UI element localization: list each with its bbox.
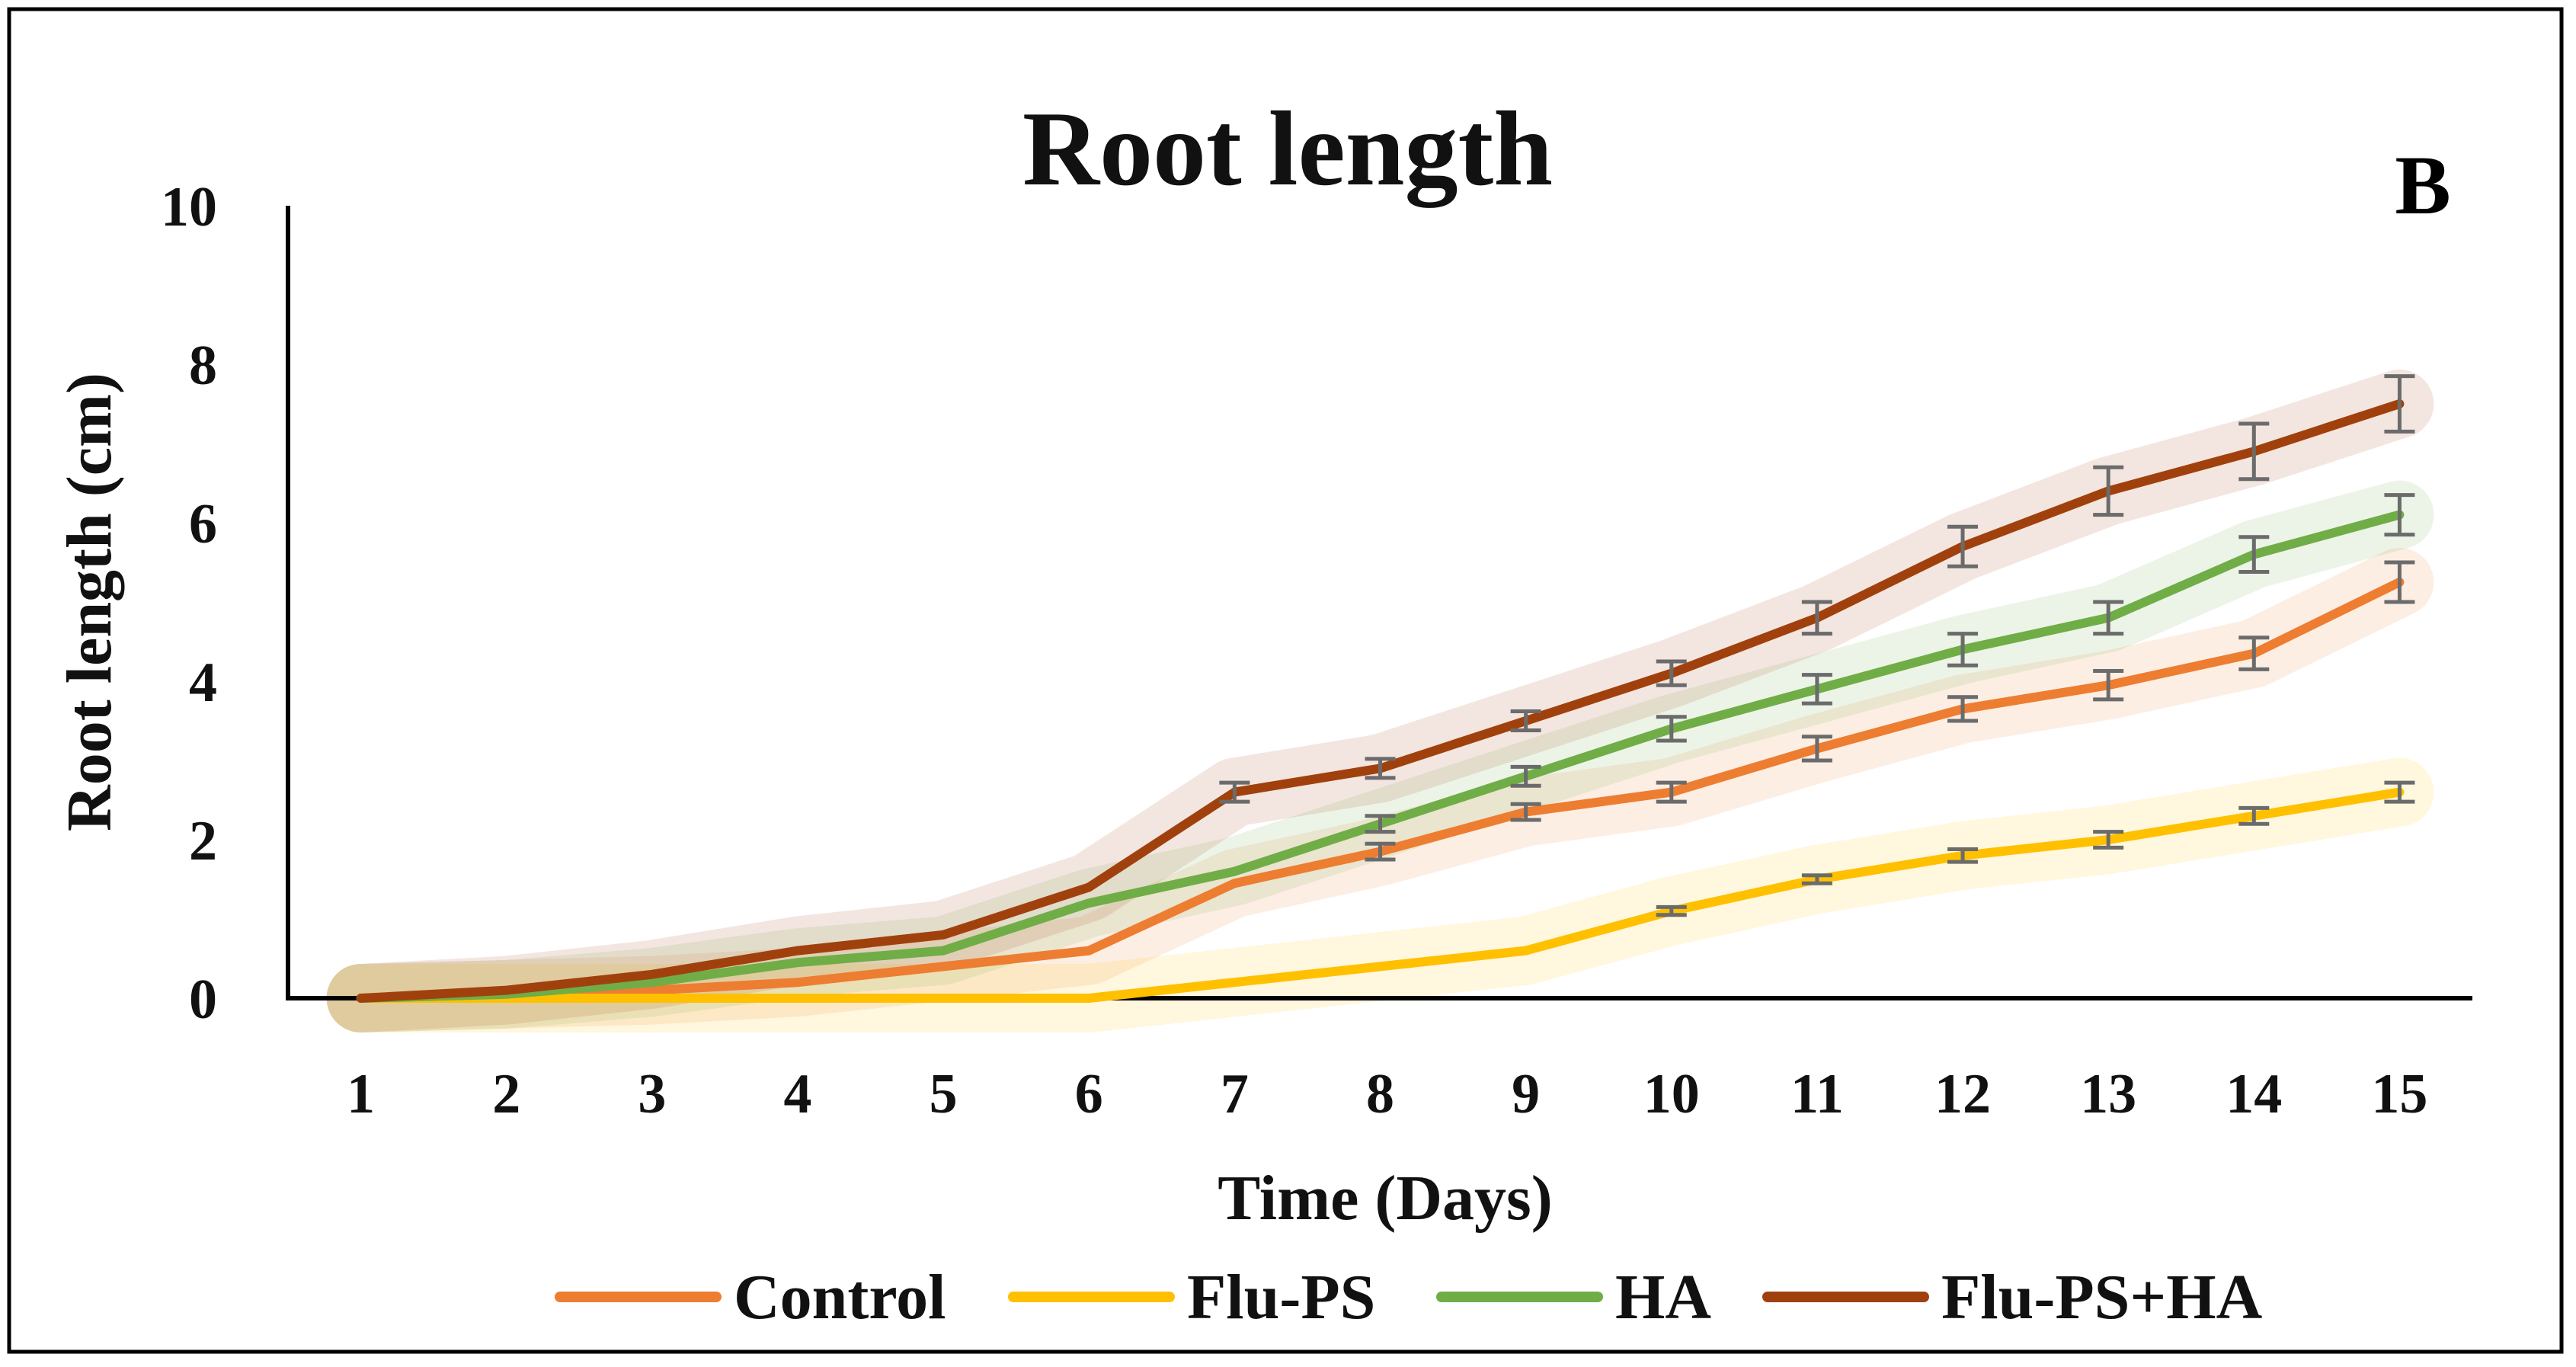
- error-bar: [1801, 873, 1832, 885]
- error-bar: [1219, 780, 1250, 804]
- error-bar: [2384, 780, 2415, 804]
- x-tick-label: 13: [2080, 1063, 2136, 1125]
- x-tick-label: 15: [2371, 1063, 2427, 1125]
- error-bar: [1947, 847, 1979, 864]
- error-bar: [2093, 465, 2124, 517]
- error-bar: [1656, 780, 1687, 804]
- error-bar: [1510, 709, 1541, 732]
- error-bar: [1947, 695, 1979, 723]
- legend-label-control: Control: [734, 1262, 946, 1333]
- error-bar: [2093, 830, 2124, 850]
- error-bar: [1510, 802, 1541, 822]
- x-axis-label: Time (Days): [1218, 1163, 1552, 1234]
- series-line-flu-ps: [356, 787, 2405, 1003]
- legend: Control Flu-PS HA Flu-PS+HA: [555, 1262, 2263, 1333]
- y-tick-label: 8: [189, 335, 217, 397]
- x-tick-label: 7: [1221, 1063, 1249, 1125]
- x-tick-label: 11: [1790, 1063, 1844, 1125]
- legend-label-ha: HA: [1615, 1262, 1711, 1333]
- error-bar: [1510, 764, 1541, 788]
- x-tick-label: 12: [1934, 1063, 1991, 1125]
- y-tick-label: 4: [189, 651, 217, 714]
- error-bar: [1365, 757, 1396, 780]
- x-tick-label: 6: [1075, 1063, 1103, 1125]
- legend-label-flu-ps: Flu-PS: [1187, 1262, 1375, 1333]
- error-bar: [1801, 600, 1832, 636]
- x-tick-label: 8: [1366, 1063, 1394, 1125]
- x-tick-label: 10: [1643, 1063, 1700, 1125]
- error-bar: [1947, 632, 1979, 667]
- error-bar: [2093, 668, 2124, 702]
- x-tick-label: 4: [783, 1063, 811, 1125]
- y-axis-label: Root length (cm): [54, 373, 125, 831]
- y-tick-label: 0: [189, 968, 217, 1031]
- x-tick-label: 5: [930, 1063, 958, 1125]
- x-tick-label: 14: [2226, 1063, 2282, 1125]
- chart-title: Root length: [1022, 90, 1553, 208]
- error-bar: [2238, 805, 2270, 826]
- x-tick-label: 3: [638, 1063, 666, 1125]
- panel-label: B: [2395, 139, 2450, 232]
- error-bar: [1947, 524, 1979, 568]
- error-bar: [2384, 374, 2415, 434]
- error-bar: [2238, 535, 2270, 574]
- error-bar: [1365, 814, 1396, 834]
- y-tick-label: 2: [189, 810, 217, 872]
- chart-frame: [7, 7, 2564, 1354]
- error-bar: [1801, 673, 1832, 706]
- x-tick-label: 9: [1512, 1063, 1540, 1125]
- error-bar: [1656, 715, 1687, 743]
- error-bar: [2238, 421, 2270, 482]
- error-bar: [2238, 635, 2270, 671]
- error-bar: [2384, 560, 2415, 604]
- x-tick-label: 2: [492, 1063, 520, 1125]
- error-bar: [1656, 904, 1687, 917]
- error-bar: [1801, 735, 1832, 763]
- legend-label-flu-ps-ha: Flu-PS+HA: [1941, 1262, 2263, 1333]
- error-bar: [2384, 493, 2415, 537]
- error-bars: [1219, 374, 2415, 917]
- y-tick-label: 6: [189, 493, 217, 555]
- error-bar: [2093, 600, 2124, 636]
- y-tick-label: 10: [161, 176, 217, 239]
- error-bar: [1656, 659, 1687, 687]
- error-bar: [1365, 841, 1396, 862]
- x-tick-label: 1: [347, 1063, 375, 1125]
